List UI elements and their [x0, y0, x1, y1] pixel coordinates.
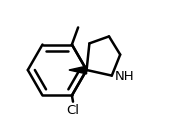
- Text: NH: NH: [115, 70, 134, 83]
- Text: Cl: Cl: [67, 104, 80, 117]
- Polygon shape: [69, 66, 87, 74]
